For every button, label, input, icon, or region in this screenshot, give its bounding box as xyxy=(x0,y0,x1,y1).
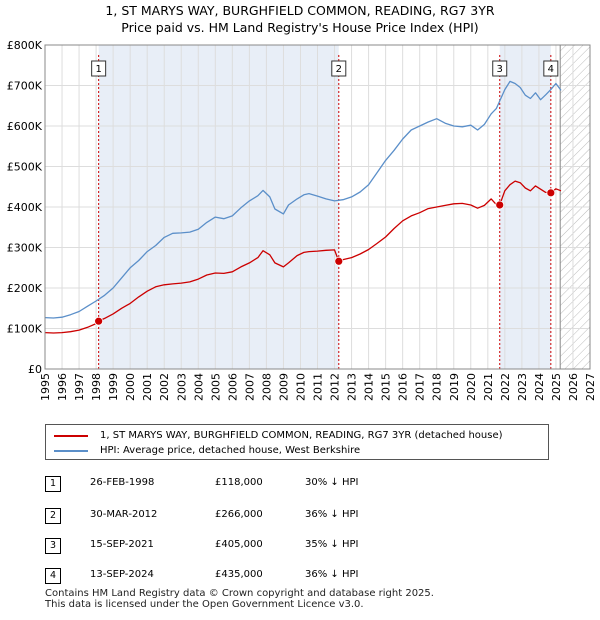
y-tick-label: £800K xyxy=(7,39,43,52)
x-tick-label: 2005 xyxy=(209,373,222,401)
y-tick-label: £200K xyxy=(7,282,43,295)
x-tick-label: 1998 xyxy=(90,373,103,401)
sale-box-3 xyxy=(492,60,508,77)
legend: 1, ST MARYS WAY, BURGHFIELD COMMON, READ… xyxy=(45,424,549,460)
x-tick-label: 2010 xyxy=(294,373,307,401)
x-tick-label: 2012 xyxy=(329,373,342,401)
series-line-hpi xyxy=(44,80,562,319)
footer-line-2: This data is licensed under the Open Gov… xyxy=(45,599,364,610)
y-tick-label: £700K xyxy=(7,80,43,93)
sale-hpi-diff: 35% ↓ HPI xyxy=(305,539,359,550)
sale-point-2 xyxy=(334,256,344,266)
sale-date: 15-SEP-2021 xyxy=(90,539,154,550)
x-tick-label: 2011 xyxy=(312,373,325,401)
sale-box-label-4: 4 xyxy=(548,64,554,75)
y-tick-label: £500K xyxy=(7,161,43,174)
legend-label-property: 1, ST MARYS WAY, BURGHFIELD COMMON, READ… xyxy=(100,430,503,441)
sale-number-badge: 4 xyxy=(45,568,61,584)
sale-number-badge: 2 xyxy=(45,508,61,524)
sale-box-4 xyxy=(543,60,559,77)
x-tick-label: 2014 xyxy=(363,373,376,401)
axis-layer: £0 £100K £200K £300K £400K £500K £600K £700K £80… xyxy=(7,39,597,401)
x-tick-label: 2003 xyxy=(175,373,188,401)
y-tick-label: £0 xyxy=(28,363,42,376)
x-tick-label: 2007 xyxy=(243,373,256,401)
footer-line-1: Contains HM Land Registry data © Crown c… xyxy=(45,588,434,599)
x-tick-label: 2017 xyxy=(414,373,427,401)
sale-date: 26-FEB-1998 xyxy=(90,477,155,488)
legend-label-hpi: HPI: Average price, detached house, West… xyxy=(100,445,361,456)
sale-box-1 xyxy=(91,60,107,77)
y-tick-label: £100K xyxy=(7,323,43,336)
chart-title: 1, ST MARYS WAY, BURGHFIELD COMMON, READ… xyxy=(0,2,600,36)
x-tick-label: 2026 xyxy=(567,373,580,401)
y-tick-label: £600K xyxy=(7,120,43,133)
x-tick-label: 2002 xyxy=(158,373,171,401)
x-tick-label: 2027 xyxy=(584,373,597,401)
x-tick-label: 1999 xyxy=(107,373,120,401)
sale-box-label-1: 1 xyxy=(95,64,101,75)
x-tick-label: 1996 xyxy=(56,373,69,401)
x-tick-label: 2024 xyxy=(533,373,546,401)
sale-box-label-3: 3 xyxy=(497,64,503,75)
x-tick-label: 2009 xyxy=(277,373,290,401)
footer: Contains HM Land Registry data © Crown c… xyxy=(45,588,434,610)
sale-number-badge: 1 xyxy=(45,476,61,492)
sale-hpi-diff: 36% ↓ HPI xyxy=(305,509,359,520)
table-row: 2 30-MAR-2012 £266,000 36% ↓ HPI xyxy=(45,508,565,526)
y-tick-label: £300K xyxy=(7,242,43,255)
title-line-1: 1, ST MARYS WAY, BURGHFIELD COMMON, READ… xyxy=(105,3,495,18)
sale-price: £266,000 xyxy=(215,509,263,520)
x-tick-label: 2008 xyxy=(260,373,273,401)
x-tick-label: 2006 xyxy=(226,373,239,401)
sale-date: 30-MAR-2012 xyxy=(90,509,158,520)
sale-price: £405,000 xyxy=(215,539,263,550)
sale-point-3 xyxy=(495,200,505,210)
x-tick-label: 2021 xyxy=(482,373,495,401)
title-line-2: Price paid vs. HM Land Registry's House … xyxy=(121,20,479,35)
plot-frame xyxy=(44,44,591,370)
x-tick-label: 2020 xyxy=(465,373,478,401)
sale-number-badge: 3 xyxy=(45,538,61,554)
table-row: 4 13-SEP-2024 £435,000 36% ↓ HPI xyxy=(45,568,565,586)
sale-box-label-2: 2 xyxy=(336,64,342,75)
y-tick-label: £400K xyxy=(7,201,43,214)
sale-hpi-diff: 36% ↓ HPI xyxy=(305,569,359,580)
table-row: 3 15-SEP-2021 £405,000 35% ↓ HPI xyxy=(45,538,565,556)
table-row: 1 26-FEB-1998 £118,000 30% ↓ HPI xyxy=(45,476,565,494)
sale-point-1 xyxy=(94,316,104,326)
sale-date: 13-SEP-2024 xyxy=(90,569,154,580)
x-tick-label: 1997 xyxy=(73,373,86,401)
x-tick-label: 2004 xyxy=(192,373,205,401)
sale-point-4 xyxy=(546,188,556,198)
legend-swatch-hpi xyxy=(54,450,88,452)
sale-price: £435,000 xyxy=(215,569,263,580)
sale-hpi-diff: 30% ↓ HPI xyxy=(305,477,359,488)
price-chart: 1 2 3 4 £0 £100K £200K £300K £400K £500K £600K £70… xyxy=(7,39,597,401)
legend-swatch-property xyxy=(54,435,88,437)
sale-price: £118,000 xyxy=(215,477,263,488)
x-tick-label: 2018 xyxy=(431,373,444,401)
x-tick-label: 2019 xyxy=(448,373,461,401)
sale-box-2 xyxy=(331,60,347,77)
x-tick-label: 2001 xyxy=(141,373,154,401)
x-tick-label: 2013 xyxy=(346,373,359,401)
x-tick-label: 2016 xyxy=(397,373,410,401)
x-tick-label: 2025 xyxy=(550,373,563,401)
x-tick-label: 1995 xyxy=(39,373,52,401)
x-tick-label: 2015 xyxy=(380,373,393,401)
x-tick-label: 2000 xyxy=(124,373,137,401)
x-tick-label: 2023 xyxy=(516,373,529,401)
marker-layer: 1 2 3 4 xyxy=(91,60,559,326)
x-tick-label: 2022 xyxy=(499,373,512,401)
